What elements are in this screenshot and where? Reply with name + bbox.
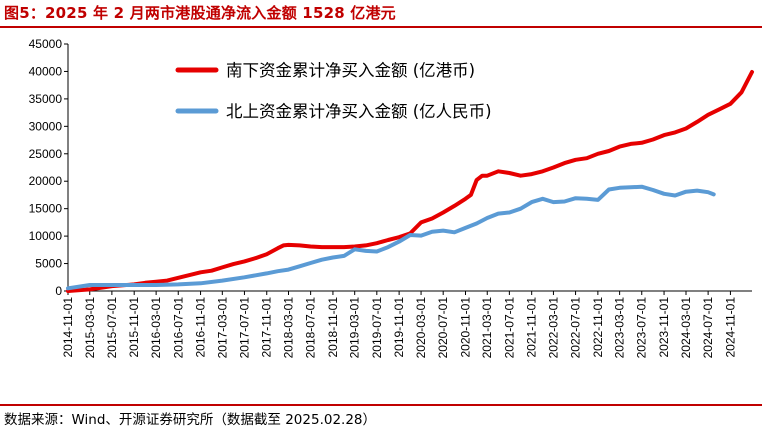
x-tick-label: 2023-07-01 [635,297,649,359]
x-tick-label: 2022-07-01 [569,297,583,359]
y-tick-label: 10000 [29,229,63,243]
x-tick-label: 2018-03-01 [282,297,296,359]
y-tick-label: 45000 [29,37,63,51]
legend: 南下资金累计净买入金额 (亿港币) 北上资金累计净买入金额 (亿人民币) [175,61,492,121]
y-tick-label: 40000 [29,64,63,78]
x-tick-label: 2019-07-01 [370,297,384,359]
southbound-series-line [66,70,754,293]
x-tick-label: 2021-11-01 [525,297,539,358]
series-lines [66,70,754,293]
x-tick-label: 2022-03-01 [546,297,560,359]
legend-label: 南下资金累计净买入金额 (亿港币) [226,61,475,80]
source-divider [0,404,762,406]
x-tick-label: 2017-03-01 [215,297,229,359]
legend-label: 北上资金累计净买入金额 (亿人民币) [226,102,492,121]
x-tick-label: 2021-03-01 [480,297,494,359]
x-tick-label: 2024-11-01 [723,297,737,358]
x-tick-label: 2021-07-01 [502,297,516,359]
x-tick-label: 2017-07-01 [237,297,251,359]
northbound-series-line [66,184,716,291]
x-tick-label: 2018-07-01 [304,297,318,359]
y-tick-label: 30000 [29,119,63,133]
x-tick-label: 2015-03-01 [83,297,97,359]
title-divider [0,26,762,28]
y-tick-label: 35000 [29,92,63,106]
x-tick-label: 2016-11-01 [194,297,208,358]
x-tick-label: 2016-03-01 [149,297,163,359]
x-tick-label: 2014-11-01 [61,297,75,358]
x-tick-label: 2019-11-01 [392,297,406,358]
x-tick-label: 2015-11-01 [127,297,141,358]
x-tick-label: 2024-07-01 [701,297,715,359]
x-tick-label: 2016-07-01 [171,297,185,359]
x-tick-label: 2017-11-01 [260,297,274,358]
y-tick-label: 25000 [29,147,63,161]
x-tick-label: 2023-11-01 [657,297,671,358]
source-note: 数据来源：Wind、开源证券研究所（数据截至 2025.02.28） [4,412,377,428]
x-tick-label: 2022-11-01 [591,297,605,358]
y-tick-label: 5000 [35,257,62,271]
chart-title: 图5：2025 年 2 月两市港股通净流入金额 1528 亿港元 [4,4,396,22]
x-axis-ticks: 2014-11-01 2015-03-01 2015-07-01 2015-11-01… [61,291,737,358]
x-tick-label: 2024-03-01 [679,297,693,359]
y-tick-label: 0 [55,284,62,298]
y-axis-ticks: 0 5000 10000 15000 20000 25000 30000 35000 40000… [29,37,68,298]
x-tick-label: 2020-03-01 [414,297,428,359]
x-tick-label: 2015-07-01 [105,297,119,359]
x-tick-label: 2018-11-01 [326,297,340,358]
x-tick-label: 2019-03-01 [348,297,362,359]
x-tick-label: 2020-11-01 [458,297,472,358]
y-tick-label: 20000 [29,174,63,188]
x-tick-label: 2023-03-01 [613,297,627,359]
x-tick-label: 2020-07-01 [436,297,450,359]
y-tick-label: 15000 [29,202,63,216]
